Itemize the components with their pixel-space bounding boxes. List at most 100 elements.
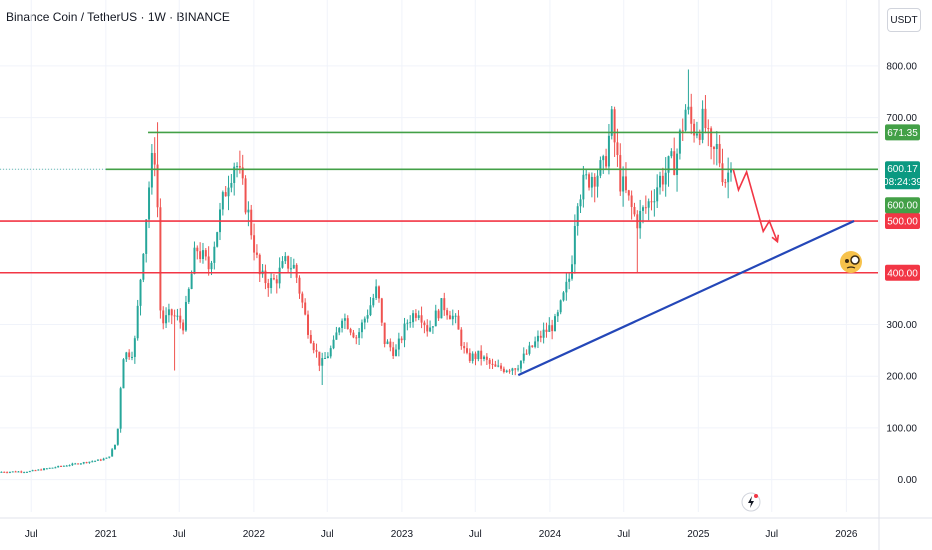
candle-body <box>196 247 199 252</box>
candle-body <box>307 314 310 335</box>
candle-body <box>116 428 119 445</box>
candle-body <box>721 163 724 183</box>
candle-body <box>51 467 54 469</box>
level-tag-bg <box>885 264 920 281</box>
candle-body <box>358 332 361 338</box>
candle-body <box>386 341 389 344</box>
candle-body <box>377 286 380 299</box>
candle-body <box>318 351 321 366</box>
support-trendline <box>517 220 855 377</box>
candle-body <box>23 472 26 474</box>
candle-body <box>681 130 684 132</box>
candle-body <box>593 176 596 187</box>
candle-body <box>173 315 176 317</box>
candle-body <box>108 456 111 458</box>
candle-body <box>17 471 20 473</box>
candle-body <box>167 309 170 316</box>
candle-body <box>165 315 168 324</box>
candle-body <box>321 358 324 366</box>
lightning-icon[interactable] <box>741 492 761 512</box>
candle-body <box>457 315 460 330</box>
candle-body <box>565 281 568 293</box>
candle-body <box>213 246 216 263</box>
candle-body <box>548 325 551 332</box>
candle-body <box>729 169 732 173</box>
candle-body <box>284 256 287 262</box>
candle-body <box>335 332 338 340</box>
x-axis: Jul 2021 Jul 2022 Jul 2023 Jul 2024 Jul 2025 Jul 20… <box>25 529 858 540</box>
projection-arrowhead <box>771 234 780 244</box>
candle-body <box>639 210 642 229</box>
candle-body <box>37 469 40 471</box>
candle-body <box>695 133 698 136</box>
candle-body <box>412 313 415 323</box>
candle-body <box>690 106 693 124</box>
candle-body <box>562 292 565 301</box>
level-tag-600-bg <box>885 197 920 214</box>
candle-body <box>710 128 713 147</box>
candle-body <box>559 300 562 313</box>
candle-body <box>383 322 386 344</box>
candle-body <box>71 463 74 466</box>
candle-body <box>139 279 142 306</box>
candle-body <box>6 472 9 474</box>
level-tag: 500.00 <box>887 217 918 228</box>
candle-body <box>119 388 122 429</box>
candle-body <box>207 256 210 270</box>
candle-body <box>539 335 542 338</box>
level-tag-bg <box>885 213 920 230</box>
x-tick-label: 2021 <box>95 529 118 540</box>
candle-body <box>525 353 528 355</box>
candle-body <box>125 352 128 360</box>
candle-body <box>315 350 318 352</box>
candle-body <box>102 458 105 461</box>
candle-body <box>3 471 6 473</box>
candle-body <box>159 207 162 311</box>
candle-body <box>534 341 537 347</box>
candle-body <box>82 462 85 464</box>
candle-body <box>182 322 185 331</box>
candle-body <box>420 315 423 323</box>
candle-body <box>128 352 131 358</box>
candle-body <box>511 368 514 371</box>
chart-title: Binance Coin / TetherUS · 1W · BINANCE <box>6 10 230 24</box>
level-tag-bg <box>885 124 920 141</box>
y-tick-label: 800.00 <box>886 61 917 72</box>
candle-body <box>162 310 165 324</box>
candle-body <box>676 153 679 175</box>
y-tick-label: 300.00 <box>886 320 917 331</box>
candle-body <box>627 190 630 196</box>
candle-body <box>204 250 207 257</box>
candle-body <box>275 279 278 284</box>
currency-button[interactable]: USDT <box>887 8 921 32</box>
candle-body <box>136 305 139 339</box>
candle-body <box>622 176 625 192</box>
candle-body <box>610 109 613 136</box>
candle-body <box>468 352 471 361</box>
candle-body <box>216 232 219 247</box>
candle-body <box>573 225 576 265</box>
candle-body <box>395 349 398 356</box>
candle-body <box>664 172 667 185</box>
projection-layer <box>732 169 780 244</box>
candle-body <box>363 318 366 323</box>
candle-body <box>465 348 468 353</box>
magnifier-emoji-icon <box>840 251 862 273</box>
candle-body <box>28 471 31 473</box>
candle-body <box>230 182 233 188</box>
candle-body <box>99 459 102 461</box>
candle-body <box>94 460 97 462</box>
candle-body <box>281 261 284 268</box>
candle-body <box>20 471 23 473</box>
candle-body <box>341 320 344 329</box>
candle-body <box>31 470 34 472</box>
candle-body <box>238 166 241 168</box>
candle-body <box>352 332 355 338</box>
candle-body <box>88 461 91 463</box>
candle-body <box>656 187 659 202</box>
candle-body <box>502 368 505 372</box>
candle-body <box>624 176 627 191</box>
candle-body <box>514 368 517 370</box>
candle-body <box>440 298 443 319</box>
